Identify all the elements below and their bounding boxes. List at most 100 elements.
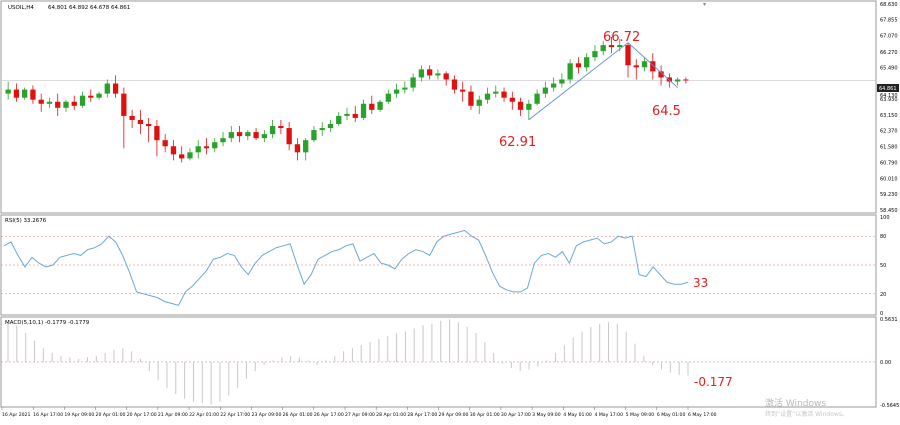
candle-body [567,63,573,80]
time-axis-label: 28 Apr 17:00 [407,412,437,418]
candle-body [30,89,36,100]
candle-body [286,128,292,145]
candle-body [212,142,218,149]
candle-body [476,99,482,106]
candle-body [385,93,391,102]
candle-body [162,140,168,147]
price-candles-layer [1,36,876,163]
macd-axis-label: 0.5631 [880,317,898,323]
candle-body [154,126,160,141]
candle-body [319,128,325,131]
time-axis-label: 20 Apr 01:00 [96,412,126,418]
candle-body [460,89,466,92]
candle-body [608,45,615,48]
time-axis-label: 22 Apr 17:00 [220,412,250,418]
candle-body [179,154,185,159]
rsi-line [3,229,689,306]
current-price-label: 64.861 [879,86,897,92]
candle-body [5,89,11,94]
candle-body [96,93,102,98]
candle-body [493,91,499,94]
candle-body [683,79,689,81]
chart-scroll-arrow-icon[interactable]: ▾ [703,1,706,8]
rsi-axis-label: 20 [880,292,886,298]
candle-body [145,123,152,127]
macd-value-annotation: -0.177 [694,375,733,389]
price-axis-label: 60.790 [880,161,898,167]
candle-body [352,113,358,118]
rsi-header: RSI(5) 33.2676 [5,218,47,224]
time-axis-label: 22 Apr 01:00 [189,412,219,418]
time-axis-label: 4 May 01:00 [563,412,592,418]
watermark-line1: 激活 Windows [765,397,826,409]
price-axis-label: 60.010 [880,176,898,182]
candle-body [584,57,590,68]
candle-body [236,132,243,137]
time-axis-label: 20 Apr 17:00 [127,412,157,418]
time-axis-label: 19 Apr 09:00 [64,412,94,418]
candle-body [559,79,565,84]
candle-body [633,65,639,68]
rsi-layer [1,229,876,306]
candle-body [220,138,226,143]
candle-body [484,93,491,100]
candle-body [46,101,53,104]
annotation-high: 66.72 [603,30,640,45]
time-axis-label: 6 May 17:00 [688,412,717,418]
candle-body [38,99,44,104]
candle-body [63,101,69,108]
candle-body [303,140,309,153]
candle-body [71,101,77,106]
macd-layer [1,319,876,405]
candle-body [13,89,20,98]
candle-body [369,103,375,110]
annotation-pullback: 64.5 [652,104,681,119]
time-axis-label: 5 May 09:00 [626,412,655,418]
candle-body [294,144,301,153]
candle-body [501,91,507,98]
candle-body [509,97,515,102]
time-axis-label: 3 May 09:00 [532,412,561,418]
price-axis-label: 63.150 [880,113,898,119]
candle-body [245,132,251,137]
price-axis-label: 64.130 [880,93,898,99]
candle-body [203,146,210,149]
candle-body [443,73,449,80]
main-header-ohlc: 64.801 64.892 64.678 64.861 [48,5,130,11]
candle-body [534,93,540,104]
time-axis-label: 21 Apr 09:00 [158,412,188,418]
rsi-axis-label: 50 [880,263,886,269]
candle-body [393,89,400,94]
candle-body [55,101,61,108]
candle-body [402,87,408,90]
candle-body [336,115,342,124]
price-axis-label: 67.070 [880,34,898,40]
candle-body [377,101,383,110]
price-axis-label: 61.580 [880,145,898,151]
candle-body [269,126,276,135]
candle-body [104,83,110,94]
macd-header: MACD(5,10,1) -0.1779 -0.1779 [5,320,90,326]
candle-body [468,91,474,106]
candle-body [575,63,582,68]
candle-body [617,45,623,48]
candle-body [327,123,334,129]
candle-body [625,45,631,66]
current-price-tag [877,84,899,92]
candle-body [278,126,284,129]
candle-body [641,61,648,68]
price-axis-label: 59.230 [880,192,898,198]
zigzag-line [528,42,678,121]
price-axis-label: 58.450 [880,208,898,214]
price-axis-label: 68.630 [880,2,898,8]
macd-axis-label: -0.5645 [880,403,899,409]
time-axis-label: 6 May 01:00 [657,412,686,418]
time-axis-label: 23 Apr 09:00 [251,412,281,418]
candle-body [311,130,317,141]
candle-body [658,71,664,78]
candle-body [121,93,127,116]
time-axis-label: 16 Apr 2021 [2,412,30,418]
rsi-axis-label: 80 [880,234,886,240]
